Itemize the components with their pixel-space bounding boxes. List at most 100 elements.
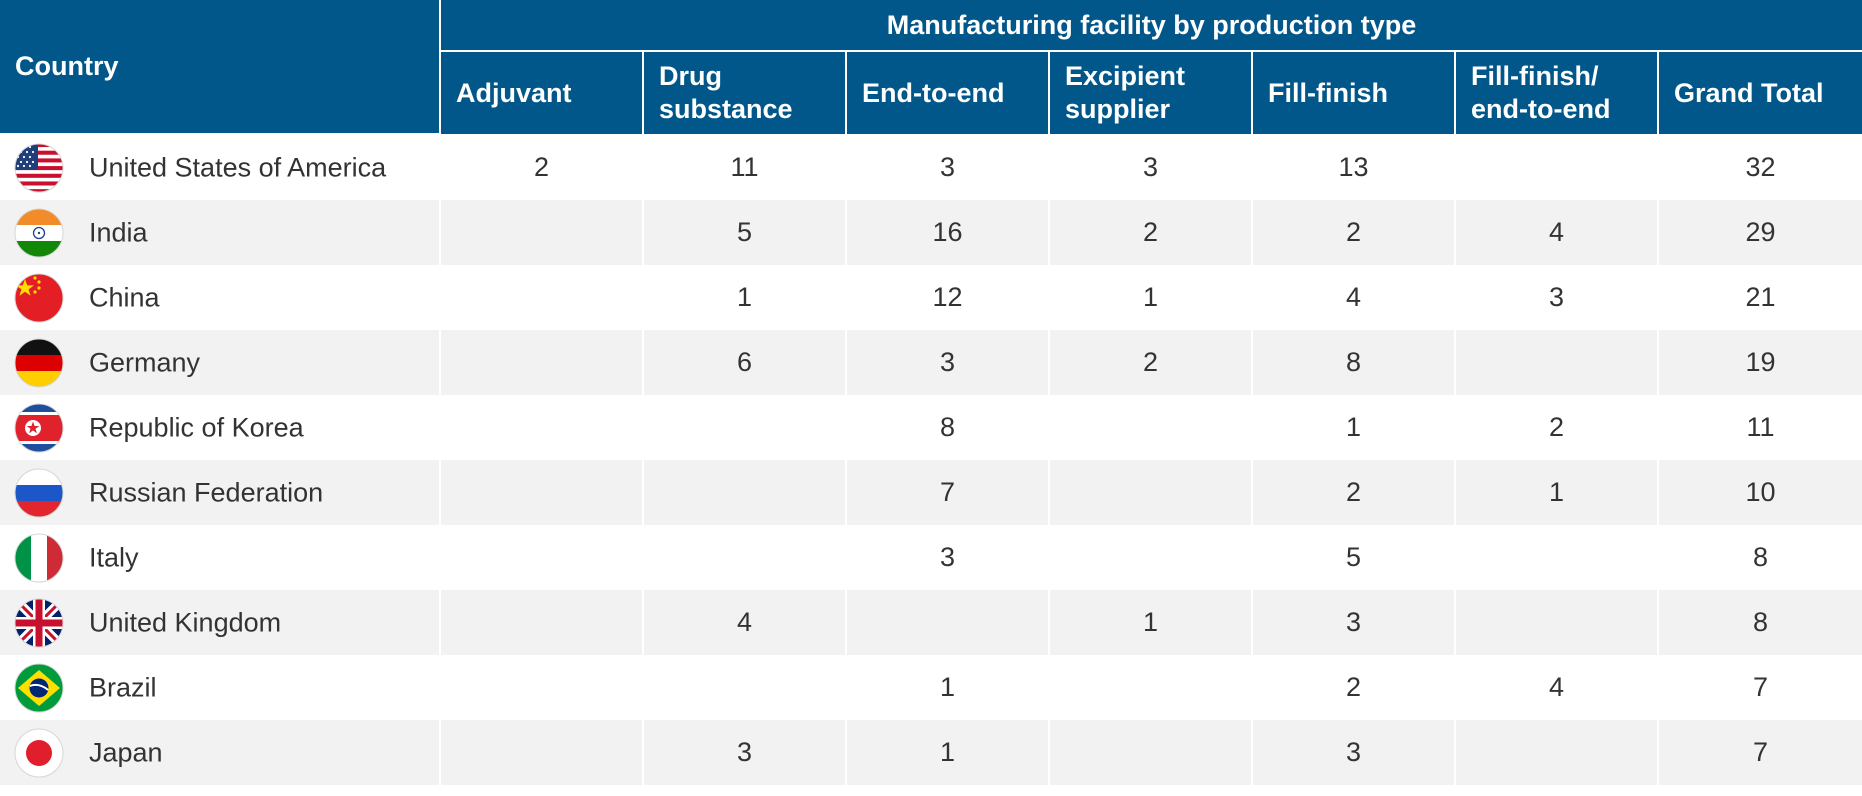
column-header-line1: Fill-finish <box>1268 77 1388 108</box>
column-header-line1: Fill-finish/ <box>1471 61 1599 91</box>
value-cell-grand-total: 11 <box>1656 395 1862 460</box>
korea-flag-icon <box>14 403 64 453</box>
value-cell-grand-total: 10 <box>1656 460 1862 525</box>
value-cell-fill-finish: 1 <box>1251 395 1455 460</box>
country-name: Brazil <box>89 672 157 702</box>
table-header: Country Manufacturing facility by produc… <box>0 0 1862 135</box>
value-cell-grand-total: 8 <box>1656 590 1862 655</box>
table-body: United States of America 2 11 3 3 13 32 India 5 1… <box>0 134 1862 785</box>
uk-flag-icon <box>14 598 64 648</box>
value-cell-fill-finish-end-to-end <box>1454 330 1658 395</box>
country-cell: United Kingdom <box>0 590 440 655</box>
column-header-line1: Excipient <box>1065 61 1186 91</box>
value-cell-grand-total: 29 <box>1656 200 1862 265</box>
value-cell-fill-finish: 2 <box>1251 200 1455 265</box>
column-header-line2: substance <box>659 94 793 124</box>
value-cell-grand-total: 7 <box>1656 720 1862 785</box>
value-cell-fill-finish-end-to-end <box>1454 720 1658 785</box>
column-header-fill-finish: Fill-finish <box>1251 51 1455 134</box>
country-cell: Germany <box>0 330 440 395</box>
value-cell-drug-substance: 6 <box>642 330 846 395</box>
value-cell-fill-finish: 5 <box>1251 525 1455 590</box>
value-cell-grand-total: 32 <box>1656 134 1862 200</box>
value-cell-fill-finish: 3 <box>1251 720 1455 785</box>
column-header-line1: Adjuvant <box>456 77 572 108</box>
value-cell-end-to-end <box>845 590 1049 655</box>
value-cell-drug-substance: 11 <box>642 134 846 200</box>
value-cell-excipient-supplier <box>1048 525 1252 590</box>
value-cell-adjuvant: 2 <box>439 134 643 200</box>
value-cell-fill-finish-end-to-end <box>1454 134 1658 200</box>
italy-flag-icon <box>14 533 64 583</box>
value-cell-fill-finish-end-to-end <box>1454 525 1658 590</box>
country-column-header: Country <box>0 0 440 135</box>
country-name: India <box>89 217 148 247</box>
country-name: China <box>89 282 160 312</box>
russia-flag-icon <box>14 468 64 518</box>
value-cell-fill-finish: 8 <box>1251 330 1455 395</box>
country-cell: Japan <box>0 720 440 785</box>
value-cell-grand-total: 7 <box>1656 655 1862 720</box>
value-cell-drug-substance <box>642 395 846 460</box>
column-header-line1: Drug <box>659 61 722 91</box>
value-cell-drug-substance: 4 <box>642 590 846 655</box>
value-cell-grand-total: 19 <box>1656 330 1862 395</box>
value-cell-adjuvant <box>439 330 643 395</box>
column-header-end-to-end: End-to-end <box>845 51 1049 134</box>
value-cell-drug-substance <box>642 655 846 720</box>
value-cell-fill-finish: 3 <box>1251 590 1455 655</box>
country-name: Italy <box>89 542 139 572</box>
value-cell-adjuvant <box>439 460 643 525</box>
japan-flag-icon <box>14 728 64 778</box>
value-cell-end-to-end: 8 <box>845 395 1049 460</box>
country-cell: China <box>0 265 440 330</box>
value-cell-adjuvant <box>439 525 643 590</box>
value-cell-adjuvant <box>439 265 643 330</box>
brazil-flag-icon <box>14 663 64 713</box>
table-row: Japan 3 1 3 7 <box>0 720 1862 785</box>
value-cell-end-to-end: 3 <box>845 330 1049 395</box>
value-cell-fill-finish: 13 <box>1251 134 1455 200</box>
value-cell-excipient-supplier: 2 <box>1048 200 1252 265</box>
production-type-group-header: Manufacturing facility by production typ… <box>438 0 1862 52</box>
table-row: Germany 6 3 2 8 19 <box>0 330 1862 395</box>
column-header-grand-total: Grand Total <box>1656 51 1862 134</box>
country-cell: Republic of Korea <box>0 395 440 460</box>
country-name: Germany <box>89 347 201 377</box>
column-header-line2: end-to-end <box>1471 94 1611 124</box>
value-cell-fill-finish: 2 <box>1251 655 1455 720</box>
country-name: Republic of Korea <box>89 412 304 442</box>
value-cell-end-to-end: 3 <box>845 134 1049 200</box>
column-header-adjuvant: Adjuvant <box>439 51 643 134</box>
value-cell-fill-finish: 4 <box>1251 265 1455 330</box>
table-row: Italy 3 5 8 <box>0 525 1862 590</box>
value-cell-drug-substance: 1 <box>642 265 846 330</box>
country-cell: Brazil <box>0 655 440 720</box>
value-cell-drug-substance <box>642 525 846 590</box>
value-cell-end-to-end: 16 <box>845 200 1049 265</box>
germany-flag-icon <box>14 338 64 388</box>
value-cell-fill-finish: 2 <box>1251 460 1455 525</box>
value-cell-excipient-supplier <box>1048 655 1252 720</box>
value-cell-excipient-supplier <box>1048 395 1252 460</box>
country-cell: Russian Federation <box>0 460 440 525</box>
column-header-line1: Grand Total <box>1674 77 1824 108</box>
country-cell: United States of America <box>0 134 440 200</box>
value-cell-fill-finish-end-to-end: 3 <box>1454 265 1658 330</box>
table-row: United Kingdom 4 1 3 8 <box>0 590 1862 655</box>
value-cell-end-to-end: 7 <box>845 460 1049 525</box>
value-cell-excipient-supplier <box>1048 460 1252 525</box>
value-cell-fill-finish-end-to-end: 4 <box>1454 200 1658 265</box>
value-cell-adjuvant <box>439 395 643 460</box>
value-cell-adjuvant <box>439 200 643 265</box>
column-header-excipient-supplier: Excipient supplier <box>1048 51 1252 134</box>
value-cell-drug-substance <box>642 460 846 525</box>
value-cell-adjuvant <box>439 720 643 785</box>
table-row: India 5 16 2 2 4 29 <box>0 200 1862 265</box>
value-cell-drug-substance: 5 <box>642 200 846 265</box>
usa-flag-icon <box>14 143 64 193</box>
table-row: Republic of Korea 8 1 2 11 <box>0 395 1862 460</box>
country-name: Japan <box>89 737 163 767</box>
value-cell-end-to-end: 12 <box>845 265 1049 330</box>
